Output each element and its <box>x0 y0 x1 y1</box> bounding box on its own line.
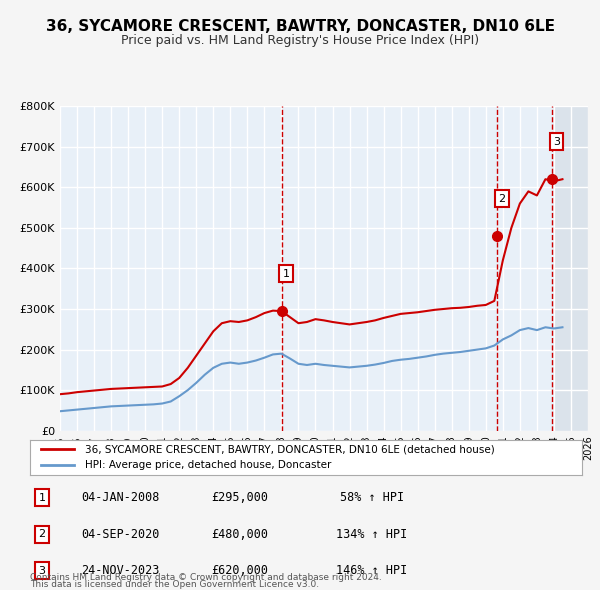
Text: 1: 1 <box>283 268 290 278</box>
Text: Price paid vs. HM Land Registry's House Price Index (HPI): Price paid vs. HM Land Registry's House … <box>121 34 479 47</box>
Text: 1: 1 <box>38 493 46 503</box>
Text: 36, SYCAMORE CRESCENT, BAWTRY, DONCASTER, DN10 6LE (detached house): 36, SYCAMORE CRESCENT, BAWTRY, DONCASTER… <box>85 444 495 454</box>
Text: £295,000: £295,000 <box>212 491 269 504</box>
Text: 2: 2 <box>498 194 505 204</box>
Text: 3: 3 <box>38 566 46 576</box>
Text: 134% ↑ HPI: 134% ↑ HPI <box>337 527 407 541</box>
Text: £480,000: £480,000 <box>212 527 269 541</box>
Text: 04-SEP-2020: 04-SEP-2020 <box>81 527 159 541</box>
Text: 24-NOV-2023: 24-NOV-2023 <box>81 564 159 578</box>
Text: HPI: Average price, detached house, Doncaster: HPI: Average price, detached house, Donc… <box>85 460 332 470</box>
Text: 58% ↑ HPI: 58% ↑ HPI <box>340 491 404 504</box>
Text: 3: 3 <box>553 137 560 147</box>
Bar <box>554 106 588 431</box>
Text: 36, SYCAMORE CRESCENT, BAWTRY, DONCASTER, DN10 6LE: 36, SYCAMORE CRESCENT, BAWTRY, DONCASTER… <box>46 19 554 34</box>
Text: 146% ↑ HPI: 146% ↑ HPI <box>337 564 407 578</box>
Text: 04-JAN-2008: 04-JAN-2008 <box>81 491 159 504</box>
Text: 2: 2 <box>38 529 46 539</box>
Text: Contains HM Land Registry data © Crown copyright and database right 2024.: Contains HM Land Registry data © Crown c… <box>30 572 382 582</box>
Text: £620,000: £620,000 <box>212 564 269 578</box>
Text: This data is licensed under the Open Government Licence v3.0.: This data is licensed under the Open Gov… <box>30 579 319 589</box>
